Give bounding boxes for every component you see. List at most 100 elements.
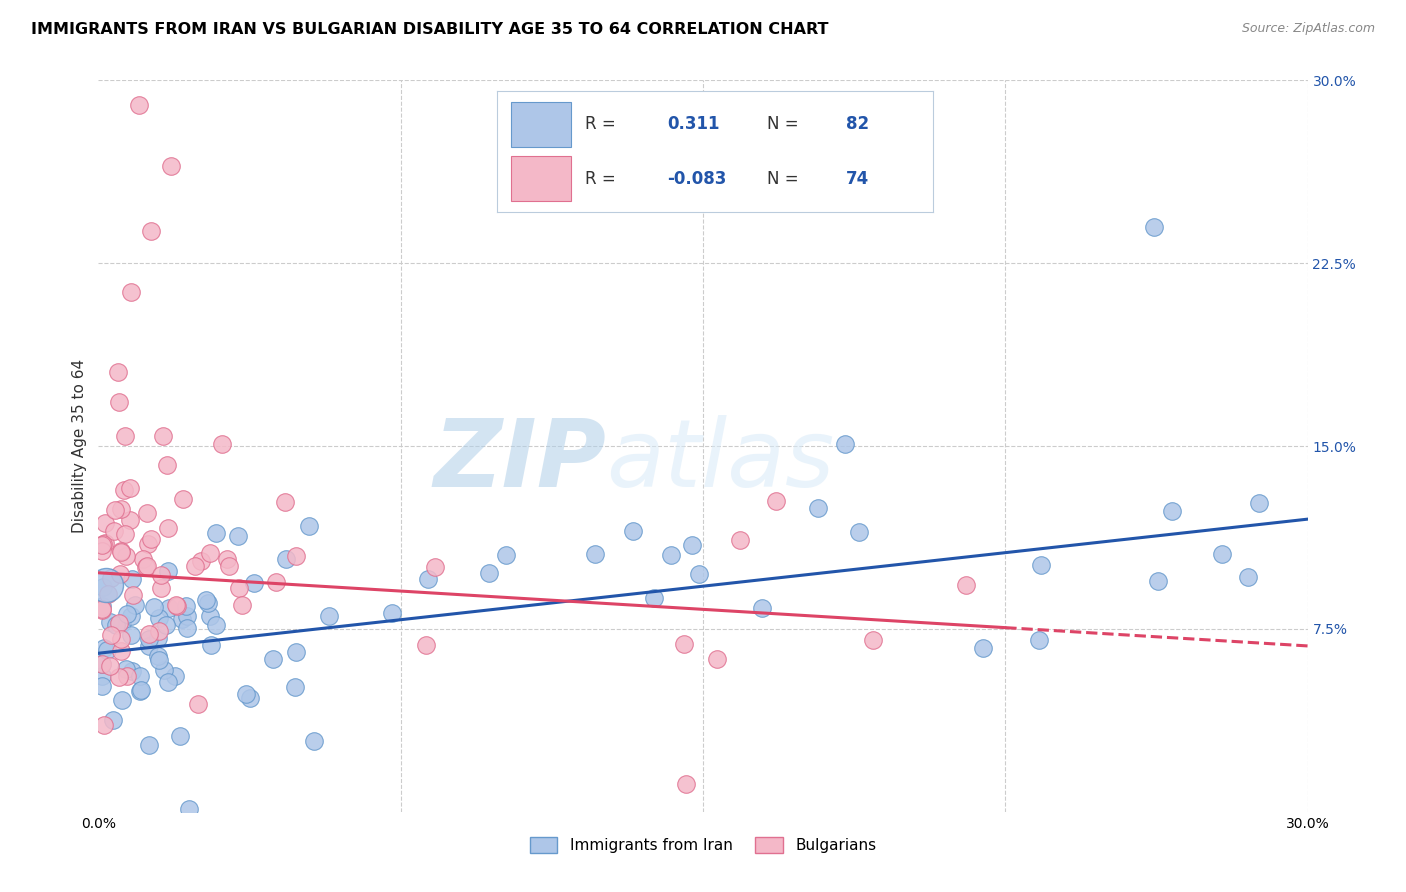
Point bbox=[114, 526, 136, 541]
Point bbox=[110, 632, 132, 646]
Point bbox=[91, 669, 114, 683]
Point bbox=[285, 549, 308, 563]
Point bbox=[176, 609, 198, 624]
Point bbox=[765, 494, 787, 508]
Point bbox=[139, 224, 162, 238]
Point bbox=[284, 680, 307, 694]
Point bbox=[155, 617, 177, 632]
Point bbox=[284, 645, 307, 659]
Point bbox=[120, 608, 142, 623]
Point bbox=[418, 572, 440, 586]
Point bbox=[218, 558, 240, 573]
Y-axis label: Disability Age 35 to 64: Disability Age 35 to 64 bbox=[72, 359, 87, 533]
Point bbox=[148, 632, 170, 646]
Point bbox=[276, 552, 298, 566]
Point bbox=[118, 513, 141, 527]
Point bbox=[96, 642, 118, 657]
Point bbox=[807, 501, 830, 516]
Point bbox=[138, 626, 160, 640]
Point bbox=[91, 657, 114, 672]
Point bbox=[298, 519, 321, 533]
Point bbox=[110, 502, 132, 516]
Point bbox=[138, 632, 160, 646]
Point bbox=[211, 437, 233, 451]
Point bbox=[200, 546, 222, 560]
Point bbox=[107, 365, 129, 379]
Point bbox=[1236, 570, 1258, 584]
Point bbox=[1028, 633, 1050, 648]
Point bbox=[478, 566, 501, 580]
Point bbox=[643, 591, 665, 606]
Point bbox=[115, 669, 138, 683]
Point bbox=[112, 483, 135, 497]
Point bbox=[205, 525, 228, 540]
Point bbox=[93, 641, 115, 656]
Point bbox=[93, 718, 115, 732]
Point bbox=[108, 670, 131, 684]
Point bbox=[1211, 547, 1233, 561]
Point bbox=[138, 639, 160, 653]
Point bbox=[163, 669, 186, 683]
Text: Source: ZipAtlas.com: Source: ZipAtlas.com bbox=[1241, 22, 1375, 36]
Point bbox=[157, 675, 180, 690]
Point bbox=[135, 559, 157, 574]
Point bbox=[91, 603, 114, 617]
Point bbox=[121, 572, 143, 586]
Point bbox=[190, 554, 212, 568]
Point bbox=[495, 548, 517, 562]
Point bbox=[121, 664, 143, 678]
Point bbox=[129, 683, 152, 698]
Point bbox=[120, 481, 142, 495]
Point bbox=[1143, 219, 1166, 234]
Point bbox=[243, 576, 266, 591]
Point bbox=[149, 581, 172, 595]
Point bbox=[174, 599, 197, 613]
Point bbox=[115, 549, 138, 564]
Point bbox=[231, 598, 253, 612]
Point bbox=[105, 618, 128, 632]
Point bbox=[148, 653, 170, 667]
Point bbox=[706, 651, 728, 665]
Text: atlas: atlas bbox=[606, 415, 835, 506]
Point bbox=[91, 538, 114, 552]
Point bbox=[302, 734, 325, 748]
Text: ZIP: ZIP bbox=[433, 415, 606, 507]
Point bbox=[862, 632, 884, 647]
Point bbox=[177, 802, 200, 816]
Point bbox=[91, 580, 114, 594]
Text: IMMIGRANTS FROM IRAN VS BULGARIAN DISABILITY AGE 35 TO 64 CORRELATION CHART: IMMIGRANTS FROM IRAN VS BULGARIAN DISABI… bbox=[31, 22, 828, 37]
Point bbox=[165, 598, 187, 612]
Point bbox=[728, 533, 751, 547]
Point bbox=[139, 533, 162, 547]
Point bbox=[96, 586, 118, 600]
Point bbox=[91, 657, 114, 671]
Point bbox=[148, 624, 170, 638]
Point bbox=[149, 567, 172, 582]
Point bbox=[100, 628, 122, 642]
Point bbox=[318, 608, 340, 623]
Point bbox=[1029, 558, 1052, 572]
Point bbox=[621, 524, 644, 538]
Point bbox=[176, 621, 198, 635]
Point bbox=[110, 615, 132, 630]
Point bbox=[155, 458, 177, 472]
Point bbox=[115, 662, 138, 676]
Point bbox=[156, 521, 179, 535]
Point bbox=[688, 566, 710, 581]
Point bbox=[108, 616, 131, 631]
Point bbox=[98, 615, 121, 629]
Point bbox=[423, 560, 446, 574]
Point bbox=[117, 607, 139, 621]
Point bbox=[262, 652, 284, 666]
Point bbox=[128, 97, 150, 112]
Point bbox=[194, 593, 217, 607]
Legend: Immigrants from Iran, Bulgarians: Immigrants from Iran, Bulgarians bbox=[523, 830, 883, 859]
Point bbox=[108, 566, 131, 581]
Point bbox=[135, 506, 157, 520]
Point bbox=[751, 600, 773, 615]
Point bbox=[142, 599, 165, 614]
Point bbox=[138, 738, 160, 752]
Point bbox=[217, 551, 239, 566]
Point bbox=[583, 548, 606, 562]
Point bbox=[184, 558, 207, 573]
